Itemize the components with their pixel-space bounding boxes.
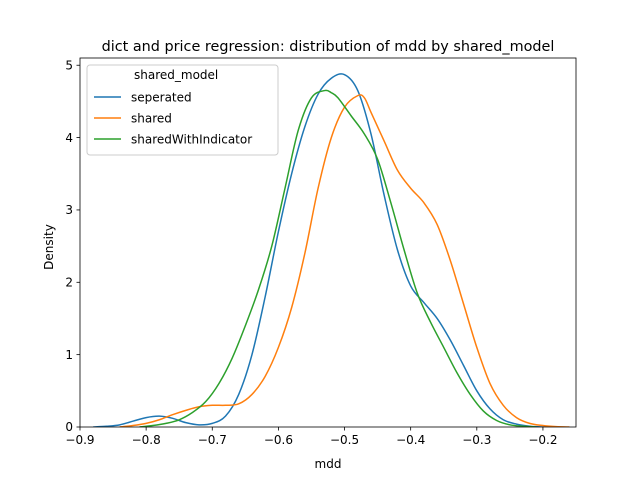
series-line-seperated: [93, 73, 550, 427]
legend-label-seperated: seperated: [131, 91, 192, 105]
y-tick-label: 4: [65, 131, 73, 145]
y-axis-label: Density: [42, 224, 56, 270]
chart-title: dict and price regression: distribution …: [102, 39, 555, 55]
series-line-shared: [119, 94, 570, 427]
y-tick-label: 0: [65, 420, 73, 434]
y-tick-label: 3: [65, 203, 73, 217]
x-tick-label: −0.9: [65, 433, 94, 447]
y-tick-label: 1: [65, 348, 73, 362]
x-tick-label: −0.8: [132, 433, 161, 447]
x-tick-label: −0.3: [462, 433, 491, 447]
legend-label-shared: shared: [131, 112, 172, 126]
x-axis-label: mdd: [315, 457, 342, 471]
legend: shared_model seperated shared sharedWithInd…: [86, 64, 279, 156]
legend-title: shared_model: [134, 68, 218, 82]
plot-area: −0.9 −0.8 −0.7 −0.6 −0.5 −0.4 −0.3 −0.2 0 1 2 3 4 5: [65, 57, 577, 447]
x-tick-label: −0.7: [198, 433, 227, 447]
legend-label-sharedWithIndicator: sharedWithIndicator: [131, 133, 252, 147]
x-tick-label: −0.5: [330, 433, 359, 447]
series-group: [93, 73, 570, 427]
y-tick-label: 2: [65, 275, 73, 289]
series-line-sharedWithIndicator: [139, 89, 537, 427]
x-tick-label: −0.2: [528, 433, 557, 447]
legend-box: [86, 64, 279, 156]
axes-frame: [79, 57, 577, 428]
x-tick-label: −0.4: [396, 433, 425, 447]
y-tick-label: 5: [65, 58, 73, 72]
x-tick-label: −0.6: [264, 433, 293, 447]
